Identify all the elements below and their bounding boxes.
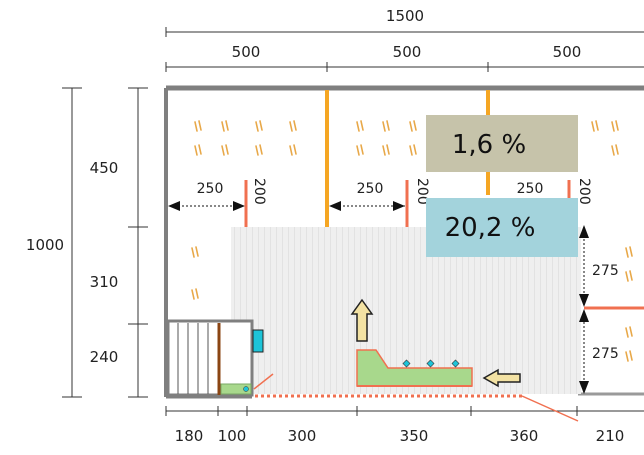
lower-pct-box <box>426 198 578 257</box>
straw-icon <box>409 120 417 132</box>
straw-icon <box>591 120 599 132</box>
straw-icon <box>289 120 297 132</box>
straw-icon <box>255 120 263 132</box>
left-dim-3: 240 <box>90 348 119 366</box>
straw-icon <box>221 144 229 156</box>
straw-icon <box>382 144 390 156</box>
straw-icon <box>356 120 364 132</box>
straw-icon <box>255 144 263 156</box>
bottom-dim-2: 100 <box>218 427 247 445</box>
stair-icon <box>166 319 254 397</box>
gap-dimension-2 <box>329 180 409 227</box>
bottom-dim-5: 360 <box>510 427 539 445</box>
bottom-dim-3: 300 <box>288 427 317 445</box>
top-dim-2: 500 <box>393 43 422 61</box>
straw-icon-group <box>186 120 633 382</box>
upper-pct-box <box>426 115 578 172</box>
top-dim-3: 500 <box>553 43 582 61</box>
lower-pct-value: 20,2 % <box>445 213 536 243</box>
straw-icon <box>194 144 202 156</box>
bottom-dim-6: 210 <box>596 427 625 445</box>
gate-line-left <box>253 373 274 390</box>
straw-icon <box>409 144 417 156</box>
gap-label-1: 250 <box>197 181 224 197</box>
straw-icon <box>191 288 199 300</box>
upper-pct-value: 1,6 % <box>452 130 526 160</box>
arrow-up-icon <box>350 298 374 342</box>
gap-tag-3: 200 <box>576 178 592 205</box>
right-label-1: 275 <box>592 263 619 279</box>
straw-icon <box>382 120 390 132</box>
straw-icon <box>221 120 229 132</box>
straw-icon <box>194 120 202 132</box>
bottom-dim-1: 180 <box>175 427 204 445</box>
gap-dimension-1 <box>168 180 248 227</box>
straw-icon <box>289 144 297 156</box>
left-dim-1: 450 <box>90 159 119 177</box>
arrow-left-icon <box>482 368 521 388</box>
straw-icon <box>625 350 633 362</box>
left-dim-2: 310 <box>90 273 119 291</box>
straw-icon <box>356 144 364 156</box>
straw-icon <box>611 144 619 156</box>
small-feeder <box>220 383 252 395</box>
gap-tag-1: 200 <box>251 178 267 205</box>
left-dimension-lines <box>62 87 148 398</box>
water-trough <box>252 329 264 353</box>
straw-icon <box>625 326 633 338</box>
top-dim-1: 500 <box>232 43 261 61</box>
right-label-2: 275 <box>592 346 619 362</box>
top-dimension-lines <box>165 27 644 72</box>
bottom-dim-4: 350 <box>400 427 429 445</box>
feeder-icon <box>356 349 473 387</box>
gate-line-right <box>521 395 579 422</box>
nipple-drinker <box>243 386 249 392</box>
right-dimension-2 <box>579 309 589 394</box>
right-dimension-1 <box>579 225 589 307</box>
straw-icon <box>625 246 633 258</box>
straw-icon <box>625 270 633 282</box>
straw-icon <box>191 246 199 258</box>
gap-label-2: 250 <box>357 181 384 197</box>
top-total-dim: 1500 <box>386 7 424 25</box>
straw-icon <box>611 120 619 132</box>
barn-walls <box>164 85 644 399</box>
left-total-dim: 1000 <box>26 236 64 254</box>
bottom-dimension-lines <box>165 406 644 416</box>
gap-label-3: 250 <box>517 181 544 197</box>
